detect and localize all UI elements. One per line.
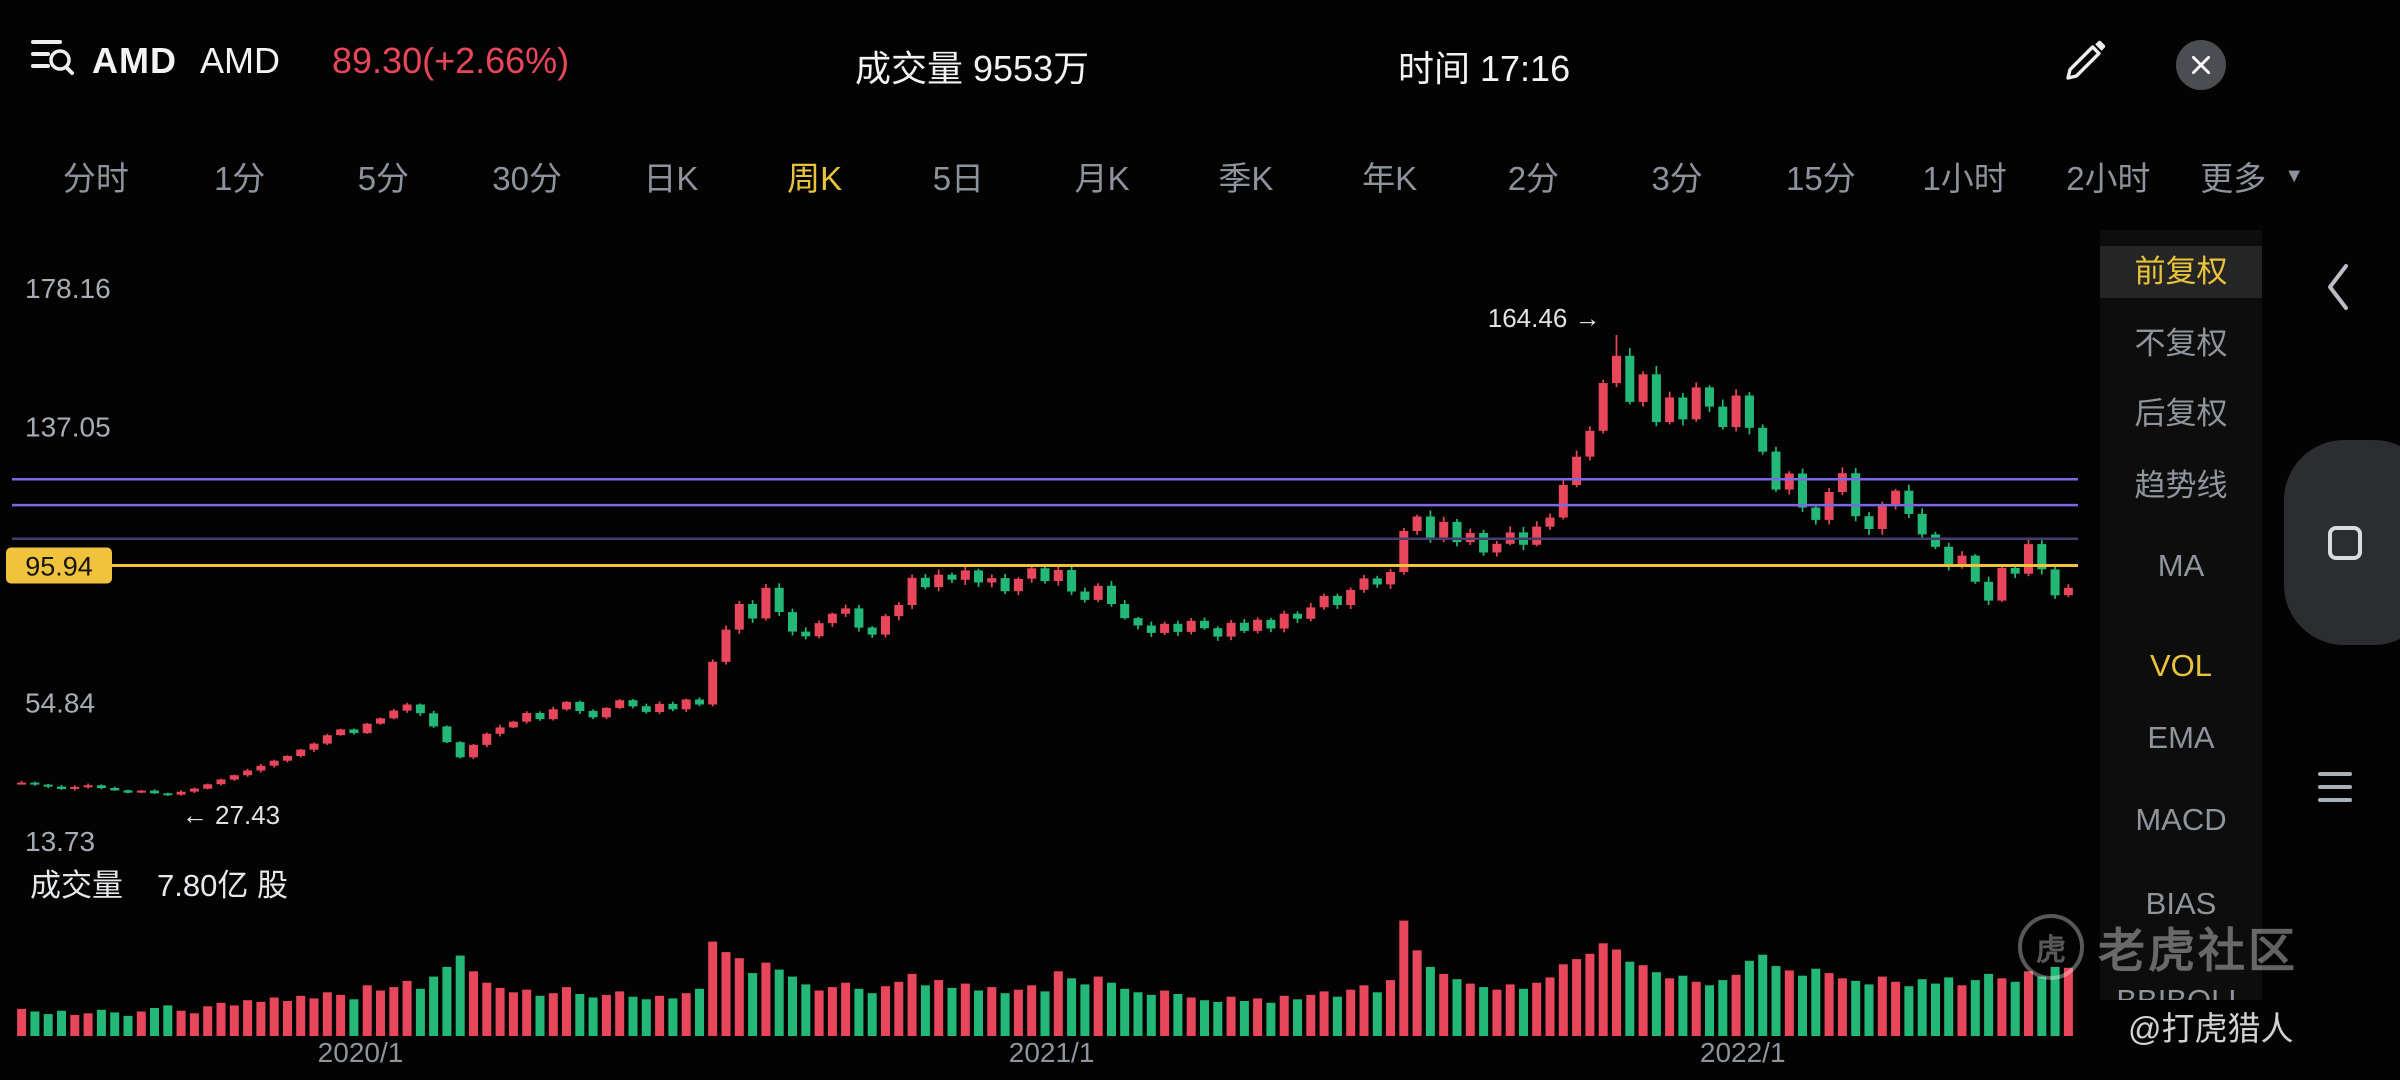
tab-5日[interactable]: 5日	[932, 160, 985, 197]
tab-1分[interactable]: 1分	[213, 160, 266, 197]
stock-symbol: AMD	[92, 40, 177, 81]
low-annotation: ← 27.43	[182, 800, 280, 830]
tab-2小时[interactable]: 2小时	[2066, 160, 2151, 197]
menu-item-VOL[interactable]: VOL	[2149, 648, 2213, 683]
tab-3分[interactable]: 3分	[1651, 160, 1703, 197]
menu-item-不复权[interactable]: 不复权	[2134, 326, 2228, 361]
high-annotation: 164.46 →	[1488, 303, 1601, 333]
menu-item-BIAS[interactable]: BIAS	[2145, 886, 2217, 921]
volume-pane-label: 成交量 7.80亿 股	[30, 860, 288, 905]
tab-年K[interactable]: 年K	[1362, 160, 1418, 197]
volume-pane-title: 成交量	[30, 868, 123, 903]
tab-更多[interactable]: 更多 ▼	[2200, 160, 2305, 197]
menu-item-MA[interactable]: MA	[2157, 548, 2205, 583]
header-bar: AMD AMD 89.30(+2.66%) 成交量 9553万 时间 17:16	[0, 0, 2400, 105]
tab-1小时[interactable]: 1小时	[1922, 160, 2007, 197]
tab-15分[interactable]: 15分	[1786, 160, 1856, 197]
collapse-chevron-icon[interactable]	[2318, 258, 2358, 321]
tab-季K[interactable]: 季K	[1218, 160, 1274, 197]
stock-name: AMD	[200, 40, 280, 81]
menu-item-后复权[interactable]: 后复权	[2134, 396, 2228, 431]
volume-pane-value: 7.80亿 股	[157, 868, 288, 903]
y-axis-label: 54.84	[25, 688, 95, 719]
tab-5分[interactable]: 5分	[357, 160, 410, 197]
screen-icon	[2328, 525, 2362, 560]
more-caret-icon: ▼	[2284, 164, 2305, 187]
price-tag-text: 95.94	[25, 552, 93, 582]
menu-item-EMA[interactable]: EMA	[2147, 720, 2215, 755]
tab-月K[interactable]: 月K	[1074, 160, 1130, 197]
menu-lines-icon[interactable]	[2318, 772, 2352, 811]
x-axis-label: 2020/1	[318, 1037, 404, 1068]
float-window-button[interactable]	[2284, 440, 2400, 645]
menu-item-BBIBOLL[interactable]: BBIBOLL	[2100, 975, 2262, 1000]
menu-item-趋势线[interactable]: 趋势线	[2134, 468, 2228, 503]
y-axis-label: 137.05	[25, 411, 111, 442]
x-axis-label: 2022/1	[1700, 1037, 1786, 1068]
search-menu-icon[interactable]	[26, 30, 78, 82]
tab-日K[interactable]: 日K	[643, 160, 699, 197]
draw-pencil-button[interactable]	[2062, 36, 2110, 84]
tab-周K[interactable]: 周K	[787, 160, 843, 197]
menu-item-前复权[interactable]: 前复权	[2100, 246, 2262, 298]
tab-2分[interactable]: 2分	[1507, 160, 1560, 197]
y-axis-label: 178.16	[25, 273, 111, 304]
price-quote: 89.30(+2.66%)	[332, 40, 570, 81]
header-volume: 成交量 9553万	[855, 48, 1090, 89]
header-time: 时间 17:16	[1398, 48, 1571, 89]
close-button[interactable]	[2176, 40, 2226, 90]
timeframe-tabs: 分时 1分 5分 30分 日K 周K 5日 月K 季K 年K 2分 3分 15分 1小时 2小时 更多 ▼	[24, 140, 2324, 212]
x-axis-label: 2021/1	[1009, 1037, 1095, 1068]
menu-item-MACD[interactable]: MACD	[2135, 802, 2227, 837]
tab-分时[interactable]: 分时	[62, 160, 129, 197]
y-axis-label: 13.73	[25, 826, 95, 857]
close-icon	[2192, 56, 2210, 74]
tab-30分[interactable]: 30分	[492, 160, 562, 197]
price-tag	[6, 547, 112, 584]
